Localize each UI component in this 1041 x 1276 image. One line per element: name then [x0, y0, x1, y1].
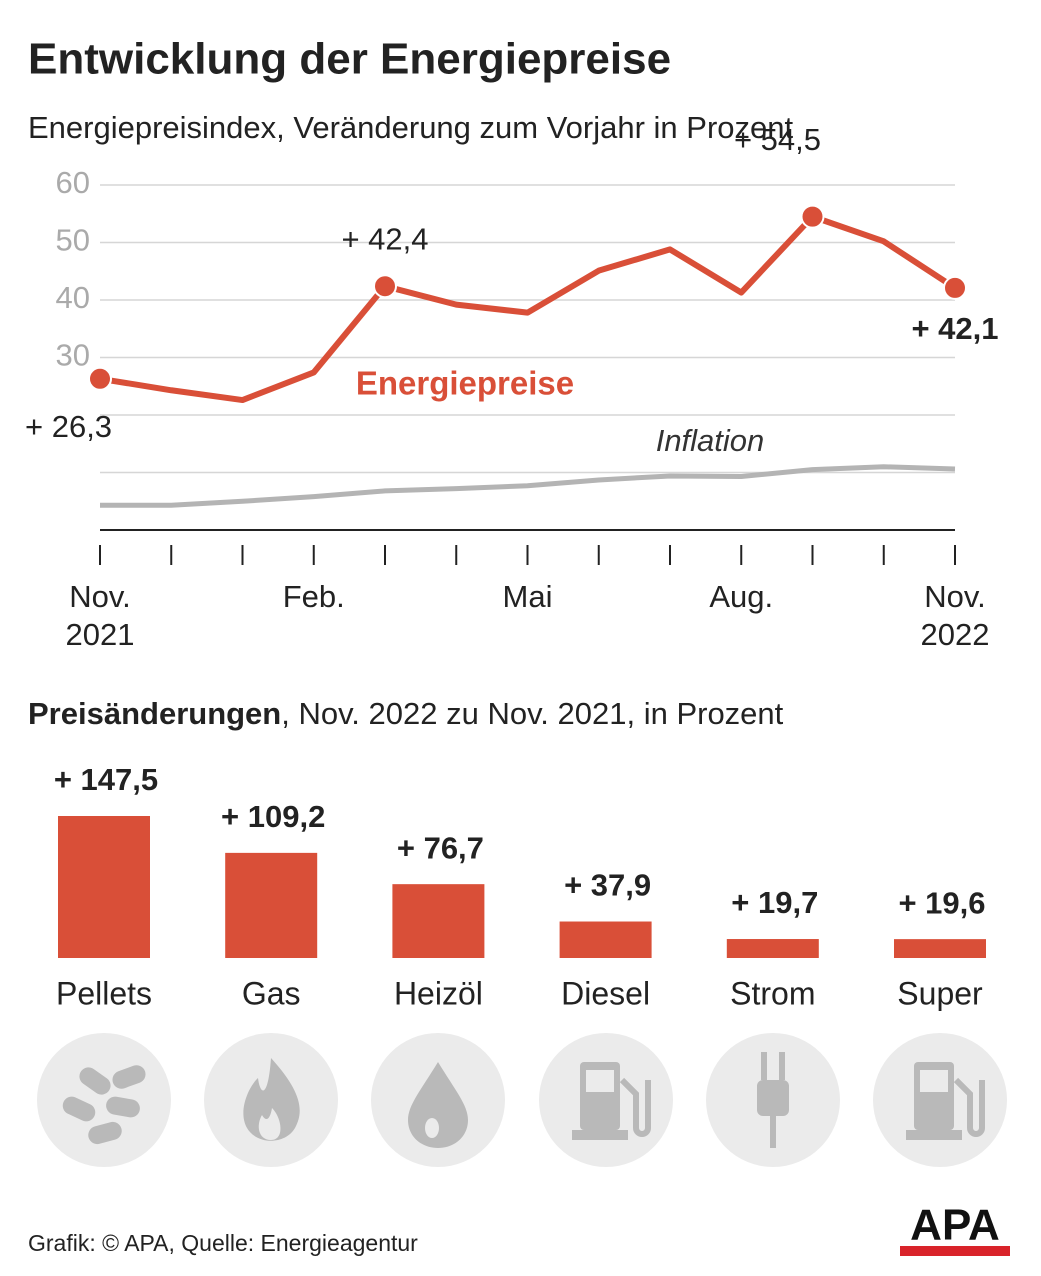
category-label: Gas [242, 975, 301, 1011]
value-label: + 19,7 [731, 885, 818, 920]
point [800, 204, 825, 229]
bar [392, 884, 485, 958]
series-label: Inflation [656, 423, 765, 458]
bar [894, 939, 986, 958]
value-label: + 109,2 [221, 799, 325, 834]
x-tick-label: Nov. 2021 [65, 579, 135, 652]
chart-subtitle: Energiepreisindex, Veränderung zum Vorja… [28, 110, 794, 145]
category-label: Heizöl [394, 975, 483, 1011]
value-label: + 37,9 [564, 868, 651, 903]
x-tick-label: Aug. [709, 579, 774, 614]
bar [58, 816, 150, 958]
value-label: + 42,1 [911, 311, 998, 346]
value-label: + 42,4 [341, 221, 428, 256]
category-label: Diesel [561, 975, 650, 1011]
value-label: + 76,7 [397, 830, 484, 865]
logo: APA [910, 1201, 1000, 1250]
icon-details [258, 1070, 948, 1140]
value-label: + 54,5 [734, 122, 821, 157]
bar-heading: Preisänderungen, Nov. 2022 zu Nov. 2021,… [28, 696, 784, 731]
value-label: + 19,6 [898, 885, 985, 920]
point [88, 366, 112, 391]
y-tick-label: 30 [56, 338, 90, 373]
icon-shapes [62, 1052, 985, 1148]
inflation-line [100, 464, 956, 508]
bar-subtitle: , Nov. 2022 zu Nov. 2021, in Prozent [281, 696, 783, 731]
chart-title: Entwicklung der Energiepreise [28, 35, 671, 84]
logo-bar [900, 1246, 1010, 1256]
category-label: Strom [730, 975, 815, 1011]
y-tick-label: 60 [56, 165, 90, 200]
footer-source: Grafik: © APA, Quelle: Energieagentur [28, 1230, 418, 1256]
category-label: Pellets [56, 975, 152, 1011]
bar [559, 921, 652, 958]
value-label: + 26,3 [25, 409, 112, 444]
x-tick-label: Nov. 2022 [920, 579, 990, 652]
point [943, 275, 967, 300]
bar [726, 939, 819, 958]
icon-bg [37, 1033, 171, 1167]
series-label: Energiepreise [356, 365, 574, 402]
point [373, 274, 397, 299]
x-tick-label: Feb. [282, 579, 345, 614]
icons [37, 1033, 1007, 1167]
category-label: Super [897, 975, 983, 1011]
value-label: + 147,5 [54, 762, 158, 797]
bar-title: Preisänderungen [28, 696, 281, 731]
y-tick-label: 50 [56, 223, 90, 258]
x-tick-label: Mai [502, 579, 553, 614]
y-tick-label: 40 [56, 280, 90, 315]
bar [225, 852, 318, 958]
